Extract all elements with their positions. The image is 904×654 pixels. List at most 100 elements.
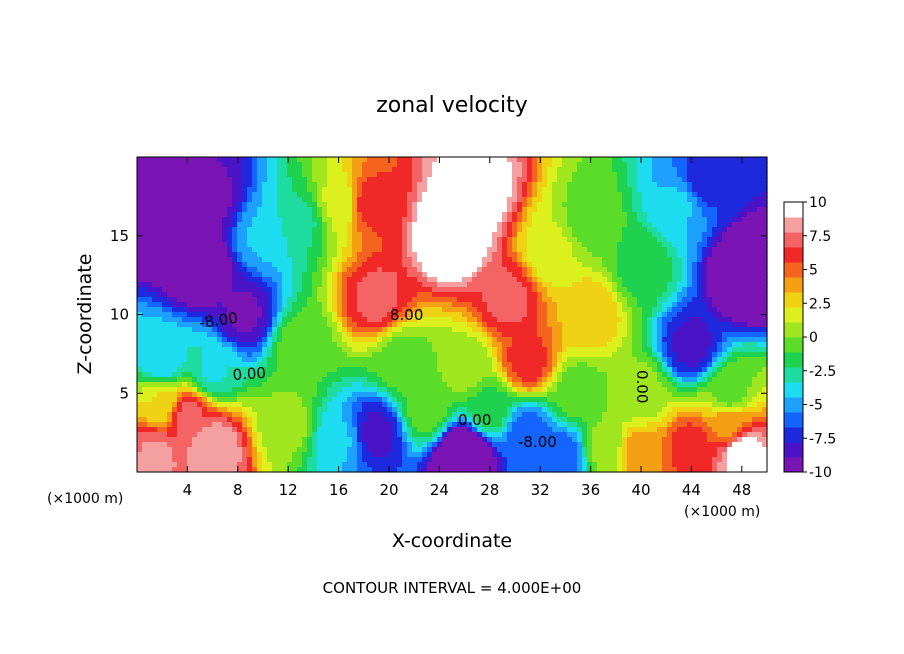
heatmap-cell <box>237 412 243 418</box>
heatmap-cell <box>337 182 343 188</box>
heatmap-cell <box>362 217 368 223</box>
heatmap-cell <box>417 162 423 168</box>
heatmap-cell <box>302 187 308 193</box>
heatmap-cell <box>322 297 328 303</box>
heatmap-cell <box>252 382 258 388</box>
heatmap-cell <box>407 367 413 373</box>
heatmap-cell <box>192 197 198 203</box>
heatmap-cell <box>412 447 418 453</box>
heatmap-cell <box>157 467 163 473</box>
heatmap-cell <box>382 382 388 388</box>
heatmap-cell <box>412 312 418 318</box>
heatmap-cell <box>327 262 333 268</box>
heatmap-cell <box>347 457 353 463</box>
heatmap-cell <box>417 222 423 228</box>
heatmap-cell <box>527 372 533 378</box>
heatmap-cell <box>282 392 288 398</box>
heatmap-cell <box>157 227 163 233</box>
heatmap-cell <box>382 212 388 218</box>
heatmap-cell <box>147 212 153 218</box>
heatmap-cell <box>322 317 328 323</box>
heatmap-cell <box>462 342 468 348</box>
heatmap-cell <box>167 217 173 223</box>
heatmap-cell <box>332 467 338 473</box>
heatmap-cell <box>162 347 168 353</box>
heatmap-cell <box>297 362 303 368</box>
heatmap-cell <box>517 317 523 323</box>
heatmap-cell <box>207 282 213 288</box>
heatmap-cell <box>227 402 233 408</box>
heatmap-cell <box>282 322 288 328</box>
heatmap-cell <box>257 362 263 368</box>
heatmap-cell <box>472 267 478 273</box>
heatmap-cell <box>352 397 358 403</box>
heatmap-cell <box>232 467 238 473</box>
heatmap-cell <box>167 342 173 348</box>
heatmap-cell <box>312 157 318 163</box>
heatmap-cell <box>467 407 473 413</box>
heatmap-cell <box>327 412 333 418</box>
heatmap-cell <box>167 312 173 318</box>
heatmap-cell <box>487 177 493 183</box>
heatmap-cell <box>482 347 488 353</box>
heatmap-cell <box>392 267 398 273</box>
heatmap-cell <box>187 422 193 428</box>
heatmap-cell <box>162 187 168 193</box>
heatmap-cell <box>457 372 463 378</box>
heatmap-cell <box>462 287 468 293</box>
heatmap-cell <box>347 377 353 383</box>
heatmap-cell <box>292 362 298 368</box>
heatmap-cell <box>457 272 463 278</box>
heatmap-cell <box>392 297 398 303</box>
heatmap-cell <box>312 387 318 393</box>
heatmap-cell <box>217 382 223 388</box>
heatmap-cell <box>137 357 143 363</box>
heatmap-cell <box>197 397 203 403</box>
heatmap-cell <box>162 247 168 253</box>
heatmap-cell <box>277 367 283 373</box>
heatmap-cell <box>272 177 278 183</box>
heatmap-cell <box>402 347 408 353</box>
heatmap-cell <box>392 437 398 443</box>
heatmap-cell <box>212 217 218 223</box>
heatmap-cell <box>447 177 453 183</box>
heatmap-cell <box>137 387 143 393</box>
heatmap-cell <box>287 302 293 308</box>
heatmap-cell <box>197 362 203 368</box>
heatmap-cell <box>287 437 293 443</box>
heatmap-cell <box>292 192 298 198</box>
heatmap-cell <box>367 417 373 423</box>
heatmap-cell <box>307 252 313 258</box>
heatmap-cell <box>287 362 293 368</box>
heatmap-cell <box>512 282 518 288</box>
heatmap-cell <box>282 272 288 278</box>
heatmap-cell <box>237 262 243 268</box>
heatmap-cell <box>182 267 188 273</box>
heatmap-cell <box>487 387 493 393</box>
heatmap-cell <box>412 462 418 468</box>
heatmap-cell <box>527 432 533 438</box>
heatmap-cell <box>337 392 343 398</box>
heatmap-cell <box>302 157 308 163</box>
heatmap-cell <box>147 457 153 463</box>
heatmap-cell <box>162 432 168 438</box>
heatmap-cell <box>157 277 163 283</box>
heatmap-cell <box>202 332 208 338</box>
heatmap-cell <box>332 457 338 463</box>
heatmap-cell <box>387 452 393 458</box>
heatmap-cell <box>202 397 208 403</box>
heatmap-cell <box>457 442 463 448</box>
heatmap-cell <box>317 207 323 213</box>
heatmap-cell <box>317 297 323 303</box>
heatmap-cell <box>367 352 373 358</box>
heatmap-cell <box>297 417 303 423</box>
heatmap-cell <box>177 392 183 398</box>
heatmap-cell <box>502 372 508 378</box>
heatmap-cell <box>522 187 528 193</box>
heatmap-cell <box>527 237 533 243</box>
heatmap-cell <box>452 247 458 253</box>
heatmap-cell <box>422 192 428 198</box>
heatmap-cell <box>252 407 258 413</box>
heatmap-cell <box>487 382 493 388</box>
heatmap-cell <box>527 352 533 358</box>
